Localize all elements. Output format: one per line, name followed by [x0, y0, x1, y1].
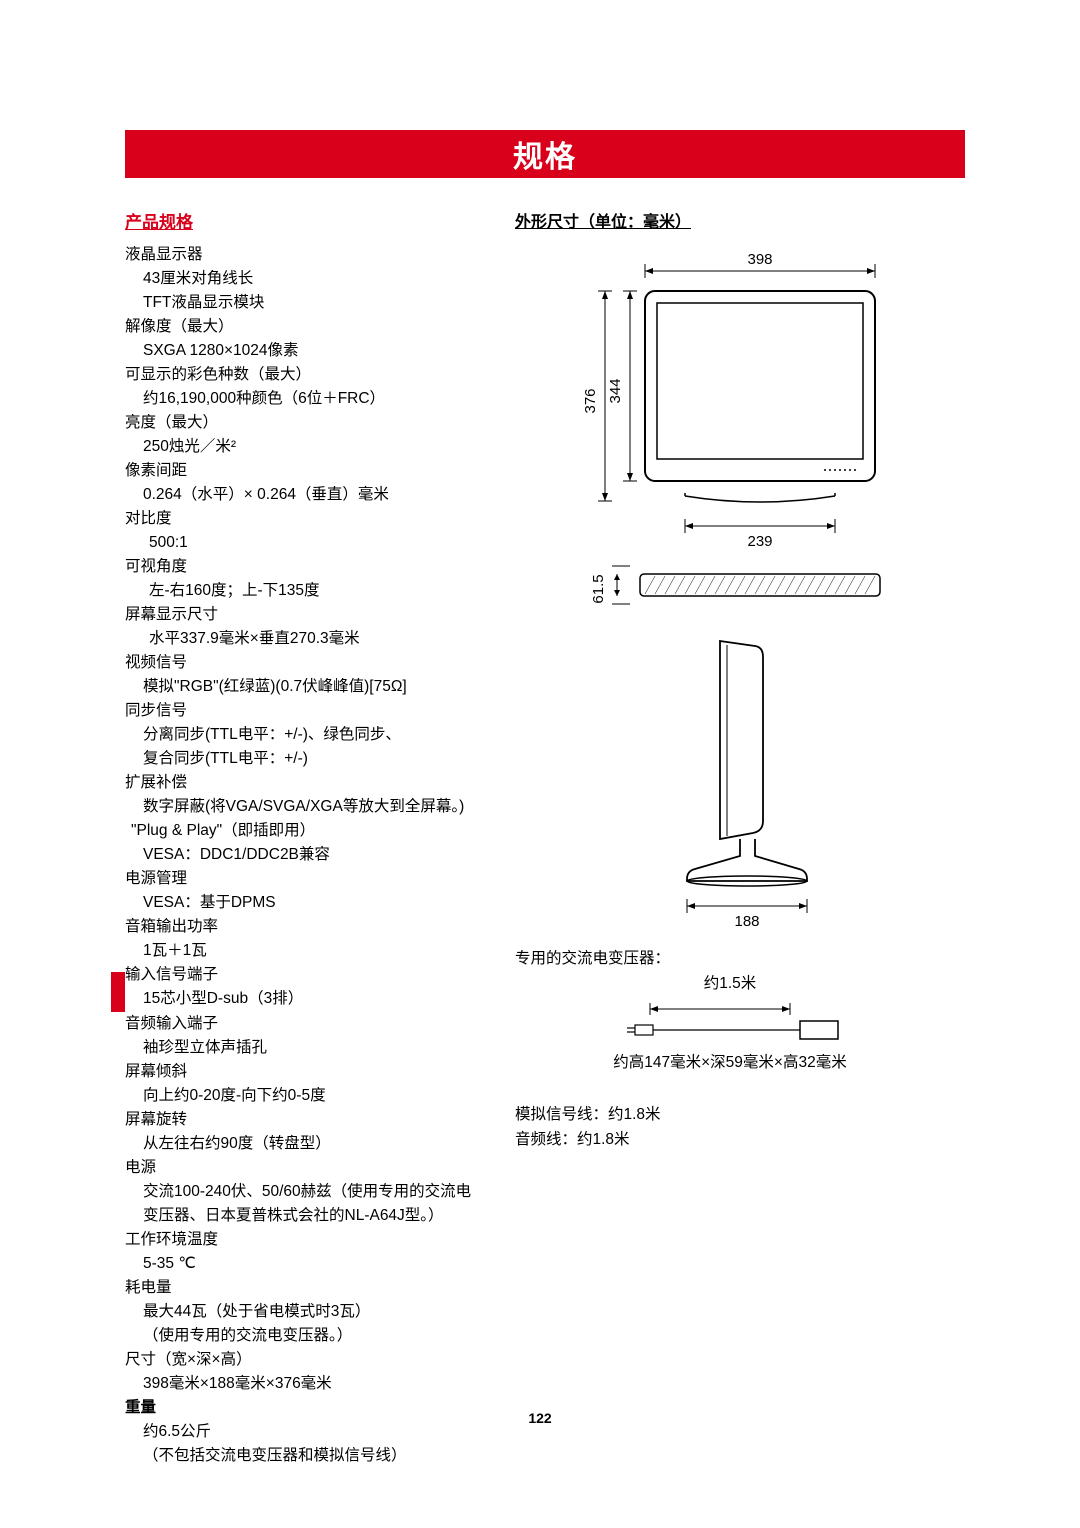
spec-value: 1瓦＋1瓦 — [125, 939, 475, 963]
spec-value: 最大44瓦（处于省电模式时3瓦） — [125, 1300, 475, 1324]
spec-label: 耗电量 — [125, 1276, 475, 1300]
spec-label: 音箱输出功率 — [125, 915, 475, 939]
side-thin-diagram: 61.5 — [545, 556, 945, 621]
spec-value: 5-35 ℃ — [125, 1252, 475, 1276]
adapter-dimensions: 约高147毫米×深59毫米×高32毫米 — [515, 1051, 945, 1076]
spec-value: TFT液晶显示模块 — [125, 291, 475, 315]
spec-value: 0.264（水平）× 0.264（垂直）毫米 — [125, 483, 475, 507]
spec-value: （使用专用的交流电变压器。） — [125, 1324, 475, 1348]
audio-line: 音频线：约1.8米 — [515, 1128, 945, 1153]
side-tab — [111, 972, 125, 1012]
title-bar: 规格 — [125, 130, 965, 178]
page-number: 122 — [0, 1410, 1080, 1426]
spec-value: 模拟"RGB"(红绿蓝)(0.7伏峰峰值)[75Ω] — [125, 675, 475, 699]
spec-value: 数字屏蔽(将VGA/SVGA/XGA等放大到全屏幕。) — [125, 795, 475, 819]
spec-label: 屏幕显示尺寸 — [125, 603, 475, 627]
spec-label: 对比度 — [125, 507, 475, 531]
spec-label: 电源管理 — [125, 867, 475, 891]
front-view-diagram: 398 376 344 — [545, 246, 945, 556]
spec-value: 分离同步(TTL电平：+/-)、绿色同步、 — [125, 723, 475, 747]
spec-label: 视频信号 — [125, 651, 475, 675]
dim-inner-height: 344 — [607, 378, 624, 403]
spec-value: （不包括交流电变压器和模拟信号线） — [125, 1444, 475, 1468]
spec-value: 水平337.9毫米×垂直270.3毫米 — [125, 627, 475, 651]
spec-label: 工作环境温度 — [125, 1228, 475, 1252]
spec-value: SXGA 1280×1024像素 — [125, 339, 475, 363]
spec-value: 500:1 — [125, 531, 475, 555]
spec-value: 变压器、日本夏普株式会社的NL-A64J型。） — [125, 1204, 475, 1228]
spec-label: 可视角度 — [125, 555, 475, 579]
spec-label: "Plug & Play"（即插即用） — [125, 819, 475, 843]
adapter-length: 约1.5米 — [515, 972, 945, 997]
spec-label: 同步信号 — [125, 699, 475, 723]
spec-list: 液晶显示器43厘米对角线长TFT液晶显示模块解像度（最大）SXGA 1280×1… — [125, 243, 475, 1468]
spec-label: 音频输入端子 — [125, 1012, 475, 1036]
spec-value: 复合同步(TTL电平：+/-) — [125, 747, 475, 771]
spec-value: 15芯小型D-sub（3排） — [125, 987, 475, 1011]
spec-value: 43厘米对角线长 — [125, 267, 475, 291]
adapter-label: 专用的交流电变压器： — [515, 947, 945, 972]
spec-label: 解像度（最大） — [125, 315, 475, 339]
dimensions-heading: 外形尺寸（单位：毫米） — [515, 208, 945, 232]
spec-label: 输入信号端子 — [125, 963, 475, 987]
spec-value: 398毫米×188毫米×376毫米 — [125, 1372, 475, 1396]
dim-top-width: 398 — [747, 251, 772, 268]
spec-label: 像素间距 — [125, 459, 475, 483]
dim-base-depth: 188 — [734, 913, 759, 930]
spec-value: 交流100-240伏、50/60赫兹（使用专用的交流电 — [125, 1180, 475, 1204]
spec-value: VESA：DDC1/DDC2B兼容 — [125, 843, 475, 867]
spec-value: 从左往右约90度（转盘型） — [125, 1132, 475, 1156]
spec-label: 尺寸（宽×深×高） — [125, 1348, 475, 1372]
dim-outer-height: 376 — [582, 388, 599, 413]
spec-value: 袖珍型立体声插孔 — [125, 1036, 475, 1060]
spec-label: 屏幕倾斜 — [125, 1060, 475, 1084]
side-profile-diagram: 188 — [545, 621, 945, 931]
adapter-diagram — [530, 997, 930, 1047]
spec-value: 向上约0-20度-向下约0-5度 — [125, 1084, 475, 1108]
adapter-block: 专用的交流电变压器： 约1.5米 — [515, 947, 945, 1075]
spec-value: 约16,190,000种颜色（6位＋FRC） — [125, 387, 475, 411]
spec-label: 亮度（最大） — [125, 411, 475, 435]
spec-value: 250烛光／米² — [125, 435, 475, 459]
spec-label: 电源 — [125, 1156, 475, 1180]
page-title: 规格 — [513, 132, 577, 176]
product-spec-heading: 产品规格 — [125, 208, 475, 233]
spec-label: 扩展补偿 — [125, 771, 475, 795]
spec-label: 可显示的彩色种数（最大） — [125, 363, 475, 387]
dim-base-width: 239 — [747, 533, 772, 550]
spec-label: 屏幕旋转 — [125, 1108, 475, 1132]
spec-value: 左-右160度；上-下135度 — [125, 579, 475, 603]
analog-signal-line: 模拟信号线：约1.8米 — [515, 1103, 945, 1128]
dim-side-height: 61.5 — [590, 574, 607, 603]
spec-label: 液晶显示器 — [125, 243, 475, 267]
spec-value: VESA：基于DPMS — [125, 891, 475, 915]
